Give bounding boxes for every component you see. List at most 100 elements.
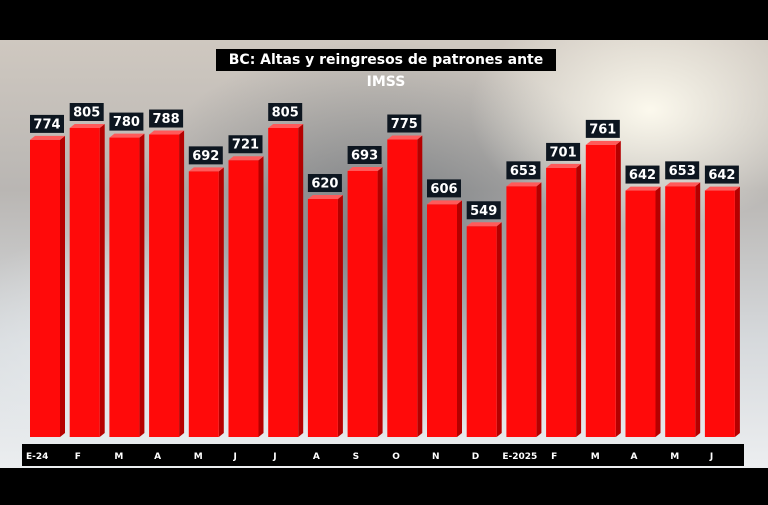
bar-top — [109, 133, 145, 138]
x-tick-labels-layer: E-24 F M A M J J A S O N D E-2025 F M A M J — [26, 452, 713, 462]
data-label: 780 — [113, 115, 140, 130]
x-tick-label: M — [591, 452, 600, 462]
data-label: 805 — [73, 106, 100, 121]
x-tick-label: M — [670, 452, 679, 462]
bars-layer — [30, 124, 740, 438]
bar-side — [695, 182, 701, 437]
x-tick-label: D — [472, 452, 479, 462]
data-label-box — [109, 112, 144, 131]
data-label-box — [466, 201, 501, 220]
bar — [69, 128, 100, 437]
bar — [625, 190, 656, 437]
bar-top — [546, 163, 582, 168]
data-label-box — [704, 165, 739, 184]
bar — [149, 134, 180, 438]
chart-title: BC: Altas y reingresos de patrones ante … — [216, 49, 556, 90]
bar — [506, 186, 537, 437]
x-tick-label: J — [233, 452, 237, 462]
bar-top — [149, 130, 185, 135]
data-label-box — [188, 146, 223, 165]
data-label: 620 — [311, 177, 338, 192]
bar — [585, 144, 616, 437]
data-label-box — [30, 114, 64, 133]
x-tick-label: J — [709, 452, 713, 462]
bar-side — [258, 156, 264, 438]
x-tick-label: F — [75, 452, 81, 462]
data-label: 606 — [430, 182, 457, 197]
data-label: 721 — [232, 138, 259, 153]
bar — [387, 139, 418, 437]
bar — [546, 167, 577, 437]
data-label-box — [69, 103, 104, 121]
bar-top — [30, 135, 65, 140]
bar — [307, 199, 338, 437]
x-tick-label: F — [551, 452, 557, 462]
bar — [228, 160, 259, 438]
bar-side — [298, 124, 304, 437]
x-tick-label: M — [114, 452, 123, 462]
data-label-box — [585, 119, 620, 138]
x-tick-label: E-2025 — [502, 452, 537, 462]
data-label: 549 — [470, 204, 497, 219]
bar-top — [506, 182, 542, 187]
value-labels-layer: 774 805 780 788 692 721 805 620 693 775 606 549 653 7… — [30, 103, 739, 220]
data-label-box — [268, 103, 303, 121]
bar-side — [496, 222, 502, 437]
bar-side — [99, 124, 105, 437]
bar — [466, 226, 497, 437]
bar-side — [615, 140, 621, 437]
bar-side — [655, 186, 661, 437]
x-tick-label: A — [313, 452, 320, 462]
x-tick-label: E-24 — [26, 452, 48, 462]
bar — [704, 190, 735, 437]
data-label: 788 — [153, 112, 180, 127]
data-label: 653 — [510, 164, 537, 179]
bar-top — [69, 124, 105, 128]
data-label-box — [546, 142, 581, 161]
x-tick-label: A — [154, 452, 161, 462]
bar-top — [585, 140, 621, 145]
bar — [665, 186, 696, 437]
bar — [427, 204, 457, 437]
bar-side — [457, 200, 462, 437]
data-label-box — [665, 161, 700, 180]
bar-top — [625, 186, 661, 191]
data-label: 774 — [33, 117, 60, 132]
bar-top — [665, 182, 701, 187]
bar — [30, 139, 60, 437]
bar — [188, 171, 219, 437]
data-label: 701 — [550, 145, 577, 160]
x-tick-label: S — [353, 452, 359, 462]
data-label: 653 — [669, 164, 696, 179]
bar-side — [576, 163, 582, 437]
bar-side — [377, 166, 383, 437]
data-label: 805 — [272, 106, 299, 121]
bar-top — [347, 166, 383, 171]
bar-side — [536, 182, 542, 437]
bar-top — [387, 135, 423, 140]
data-label: 693 — [351, 148, 378, 163]
data-label-box — [387, 114, 422, 133]
data-label: 642 — [629, 168, 656, 183]
bar-top — [307, 195, 343, 200]
data-label-box — [506, 161, 541, 180]
x-axis-strip — [22, 444, 744, 466]
x-tick-label: A — [631, 452, 638, 462]
bar-side — [218, 167, 224, 437]
data-label: 775 — [391, 117, 418, 132]
bar-top — [268, 124, 304, 128]
data-label-box — [427, 179, 461, 198]
x-tick-label: J — [272, 452, 276, 462]
bar — [268, 128, 299, 437]
x-tick-label: M — [194, 452, 203, 462]
data-label: 761 — [589, 122, 616, 137]
bar-top — [704, 186, 740, 191]
bar-side — [734, 186, 740, 437]
bar — [109, 137, 140, 438]
bar-side — [139, 133, 145, 438]
bar-top — [466, 222, 502, 227]
data-label: 642 — [708, 168, 735, 183]
data-label-box — [625, 165, 660, 184]
